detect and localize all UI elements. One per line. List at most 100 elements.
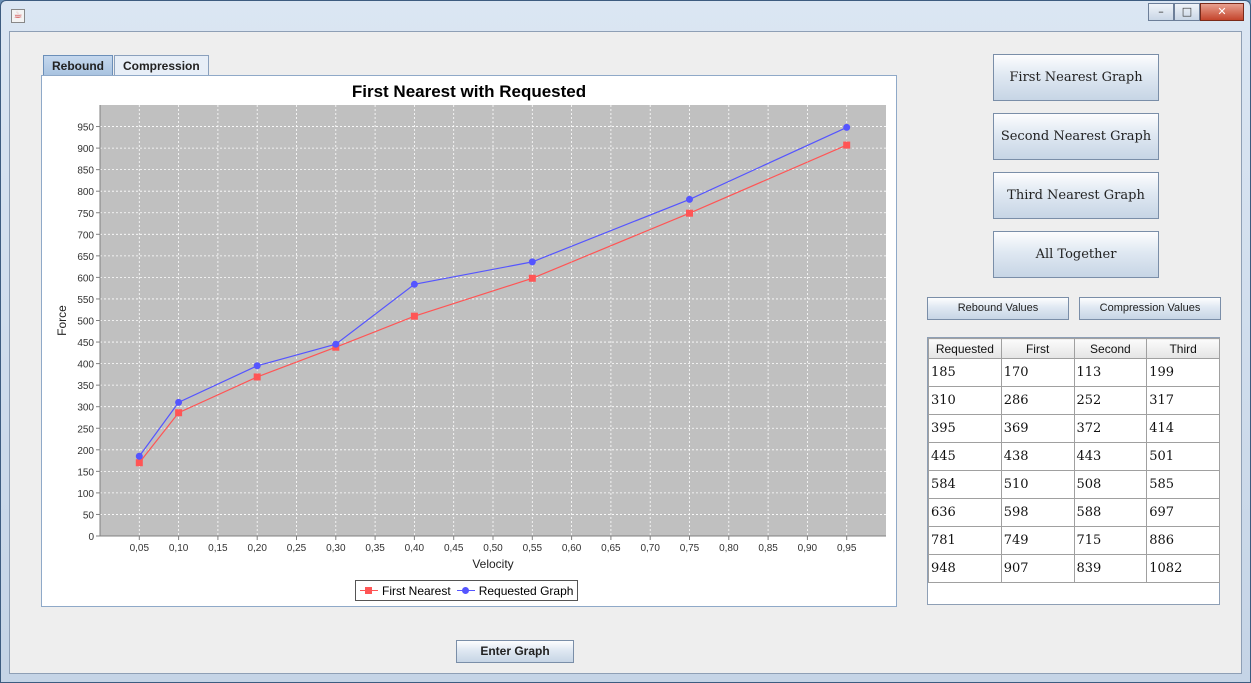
y-tick-label: 150	[77, 467, 94, 478]
circle-marker-icon	[456, 586, 475, 596]
x-tick-label: 0,95	[837, 543, 857, 554]
y-tick-label: 50	[83, 510, 95, 521]
table-cell[interactable]: 886	[1146, 526, 1220, 555]
minimize-button[interactable]: –	[1148, 3, 1174, 21]
table-cell[interactable]: 948	[928, 554, 1002, 583]
table-row[interactable]: 636 598 588 697	[928, 498, 1220, 527]
table-cell[interactable]: 1082	[1146, 554, 1220, 583]
table-cell[interactable]: 170	[1000, 358, 1075, 387]
table-cell[interactable]: 501	[1146, 442, 1220, 471]
close-button[interactable]: ✕	[1200, 3, 1244, 21]
y-tick-label: 600	[77, 273, 94, 284]
x-tick-label: 0,85	[758, 543, 778, 554]
values-table: Requested First Second Third 185 170 113 19…	[927, 337, 1220, 605]
y-tick-label: 750	[77, 209, 94, 220]
data-point-requested-graph	[332, 340, 340, 348]
table-cell[interactable]: 749	[1000, 526, 1075, 555]
table-cell[interactable]: 113	[1073, 358, 1148, 387]
legend-label: First Nearest	[382, 583, 451, 598]
window-controls: – □ ✕	[1148, 3, 1244, 21]
table-cell[interactable]: 584	[928, 470, 1002, 499]
line-chart: 0 50 100 150 200 250 300 350 400 450 500 550 600 650 7…	[55, 105, 886, 571]
table-cell[interactable]: 369	[1000, 414, 1075, 443]
data-point-requested-graph	[410, 280, 418, 288]
x-tick-label: 0,10	[169, 543, 189, 554]
table-cell[interactable]: 445	[928, 442, 1002, 471]
data-point-requested-graph	[686, 195, 693, 203]
x-axis-label: Velocity	[472, 557, 513, 571]
x-tick-label: 0,05	[130, 543, 150, 554]
chart-panel: First Nearest with Requested 0 50 100 150 20…	[41, 75, 897, 607]
table-cell[interactable]: 438	[1000, 442, 1075, 471]
table-cell[interactable]: 443	[1073, 442, 1148, 471]
tab-compression[interactable]: Compression	[114, 55, 209, 75]
legend-item-requested-graph: Requested Graph	[456, 584, 573, 598]
compression-values-button[interactable]: Compression Values	[1079, 297, 1221, 320]
data-point-first-nearest	[686, 209, 693, 217]
table-row[interactable]: 310 286 252 317	[928, 386, 1220, 415]
table-cell[interactable]: 781	[928, 526, 1002, 555]
table-cell[interactable]: 286	[1000, 386, 1075, 415]
table-cell[interactable]: 585	[1146, 470, 1220, 499]
data-point-first-nearest	[175, 409, 183, 417]
second-nearest-graph-button[interactable]: Second Nearest Graph	[993, 113, 1159, 160]
y-tick-label: 550	[77, 295, 94, 306]
y-tick-label: 250	[77, 424, 94, 435]
table-cell[interactable]: 414	[1146, 414, 1220, 443]
table-cell[interactable]: 372	[1073, 414, 1148, 443]
chart-legend: First Nearest Requested Graph	[355, 580, 579, 601]
table-row[interactable]: 948 907 839 1082	[928, 554, 1220, 583]
rebound-values-button[interactable]: Rebound Values	[927, 297, 1069, 320]
column-header-second[interactable]: Second	[1073, 338, 1148, 359]
column-header-third[interactable]: Third	[1146, 338, 1220, 359]
table-cell[interactable]: 395	[928, 414, 1002, 443]
table-cell[interactable]: 317	[1146, 386, 1220, 415]
third-nearest-graph-button[interactable]: Third Nearest Graph	[993, 172, 1159, 219]
y-tick-label: 900	[77, 144, 94, 155]
table-cell[interactable]: 185	[928, 358, 1002, 387]
column-header-requested[interactable]: Requested	[928, 338, 1002, 359]
table-cell[interactable]: 310	[928, 386, 1002, 415]
data-point-requested-graph	[175, 398, 183, 406]
table-cell[interactable]: 839	[1073, 554, 1148, 583]
all-together-button[interactable]: All Together	[993, 231, 1159, 278]
table-cell[interactable]: 907	[1000, 554, 1075, 583]
x-tick-label: 0,80	[719, 543, 739, 554]
tab-rebound[interactable]: Rebound	[43, 55, 113, 75]
enter-graph-button[interactable]: Enter Graph	[456, 640, 574, 663]
table-cell[interactable]: 697	[1146, 498, 1220, 527]
square-marker-icon	[360, 586, 378, 596]
table-row[interactable]: 584 510 508 585	[928, 470, 1220, 499]
table-row[interactable]: 185 170 113 199	[928, 358, 1220, 387]
chart-title: First Nearest with Requested	[351, 82, 587, 101]
table-cell[interactable]: 588	[1073, 498, 1148, 527]
column-header-first[interactable]: First	[1000, 338, 1075, 359]
table-cell[interactable]: 598	[1000, 498, 1075, 527]
table-cell[interactable]: 199	[1146, 358, 1220, 387]
x-tick-label: 0,50	[483, 543, 503, 554]
series-line-requested-graph	[138, 126, 847, 457]
table-row[interactable]: 445 438 443 501	[928, 442, 1220, 471]
maximize-button[interactable]: □	[1174, 3, 1200, 21]
table-cell[interactable]: 510	[1000, 470, 1075, 499]
table-cell[interactable]: 508	[1073, 470, 1148, 499]
table-cell[interactable]: 252	[1073, 386, 1148, 415]
y-tick-label: 650	[77, 252, 94, 263]
y-tick-label: 200	[77, 446, 94, 457]
table-row[interactable]: 395 369 372 414	[928, 414, 1220, 443]
data-point-first-nearest	[135, 459, 143, 467]
table-cell[interactable]: 636	[928, 498, 1002, 527]
y-tick-label: 300	[77, 403, 94, 414]
x-tick-label: 0,45	[444, 543, 464, 554]
x-tick-label: 0,15	[208, 543, 228, 554]
x-tick-label: 0,40	[405, 543, 425, 554]
title-bar[interactable]: ☕ – □ ✕	[1, 1, 1250, 31]
java-icon: ☕	[11, 9, 25, 23]
table-row[interactable]: 781 749 715 886	[928, 526, 1220, 555]
x-tick-label: 0,70	[640, 543, 660, 554]
first-nearest-graph-button[interactable]: First Nearest Graph	[993, 54, 1159, 101]
x-tick-label: 0,25	[287, 543, 307, 554]
table-cell[interactable]: 715	[1073, 526, 1148, 555]
y-axis-label: Force	[55, 305, 69, 336]
